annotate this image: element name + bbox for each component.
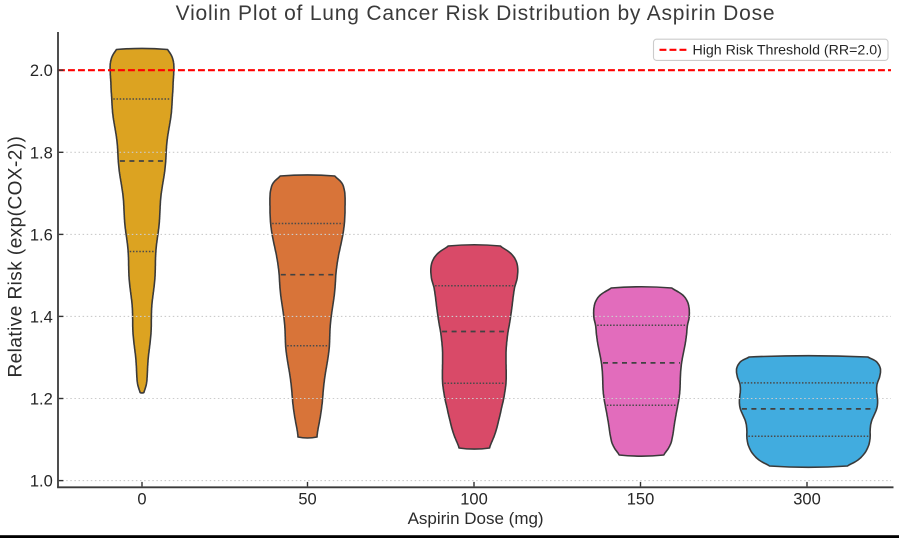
svg-text:0: 0: [137, 491, 146, 509]
svg-text:Violin Plot of Lung Cancer Ris: Violin Plot of Lung Cancer Risk Distribu…: [176, 2, 776, 25]
svg-text:50: 50: [298, 491, 316, 509]
svg-text:150: 150: [627, 491, 655, 509]
svg-text:1.8: 1.8: [30, 144, 53, 162]
svg-text:2.0: 2.0: [30, 62, 53, 80]
svg-text:Relative Risk (exp(COX-2)): Relative Risk (exp(COX-2)): [6, 136, 27, 378]
svg-text:300: 300: [793, 491, 821, 509]
svg-text:High Risk Threshold (RR=2.0): High Risk Threshold (RR=2.0): [693, 43, 882, 59]
svg-text:1.2: 1.2: [30, 391, 53, 409]
svg-text:Aspirin Dose (mg): Aspirin Dose (mg): [408, 509, 544, 528]
svg-text:100: 100: [460, 491, 488, 509]
svg-text:1.0: 1.0: [30, 473, 53, 491]
svg-text:1.6: 1.6: [30, 226, 53, 244]
svg-text:1.4: 1.4: [30, 308, 53, 326]
